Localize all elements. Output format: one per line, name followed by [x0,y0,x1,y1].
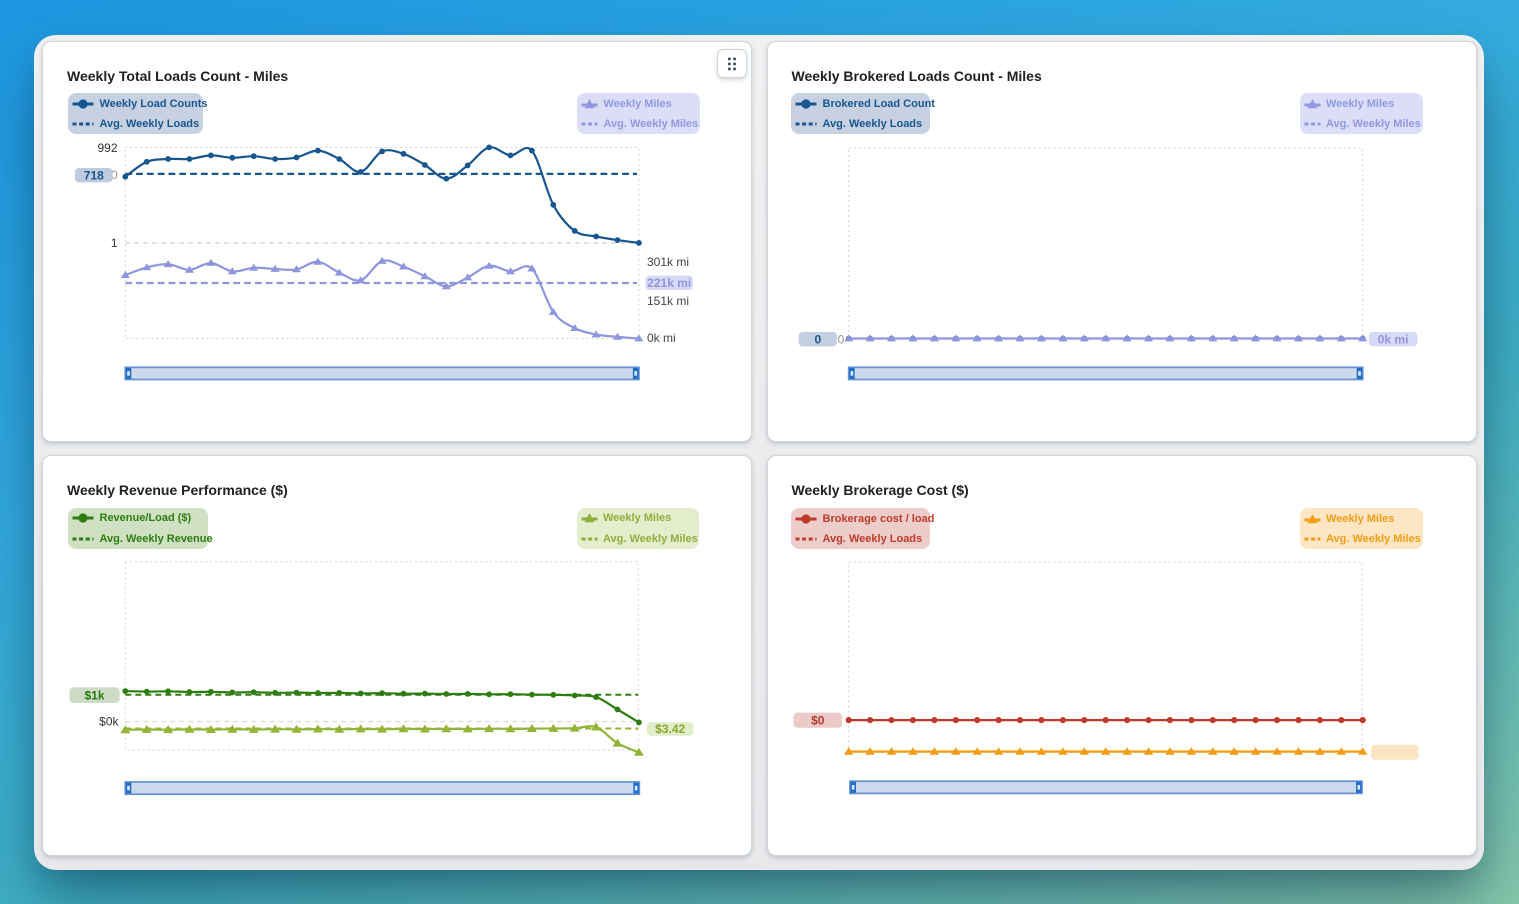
svg-text:0: 0 [837,332,844,346]
svg-text:992: 992 [97,141,117,155]
svg-text:1: 1 [111,236,118,250]
svg-text:301k mi: 301k mi [647,255,689,269]
svg-text:$1k: $1k [84,688,104,702]
svg-text:$0: $0 [811,713,825,727]
svg-text:221k mi: 221k mi [647,276,691,290]
svg-text:0: 0 [111,168,118,182]
svg-text:151k mi: 151k mi [647,294,689,308]
svg-text:0k mi: 0k mi [647,331,676,345]
svg-text:$3.42: $3.42 [655,722,685,736]
svg-text:0: 0 [814,332,821,346]
svg-text:$0k: $0k [99,715,119,729]
svg-text:0k mi: 0k mi [1377,332,1408,346]
svg-text:718: 718 [84,168,104,182]
